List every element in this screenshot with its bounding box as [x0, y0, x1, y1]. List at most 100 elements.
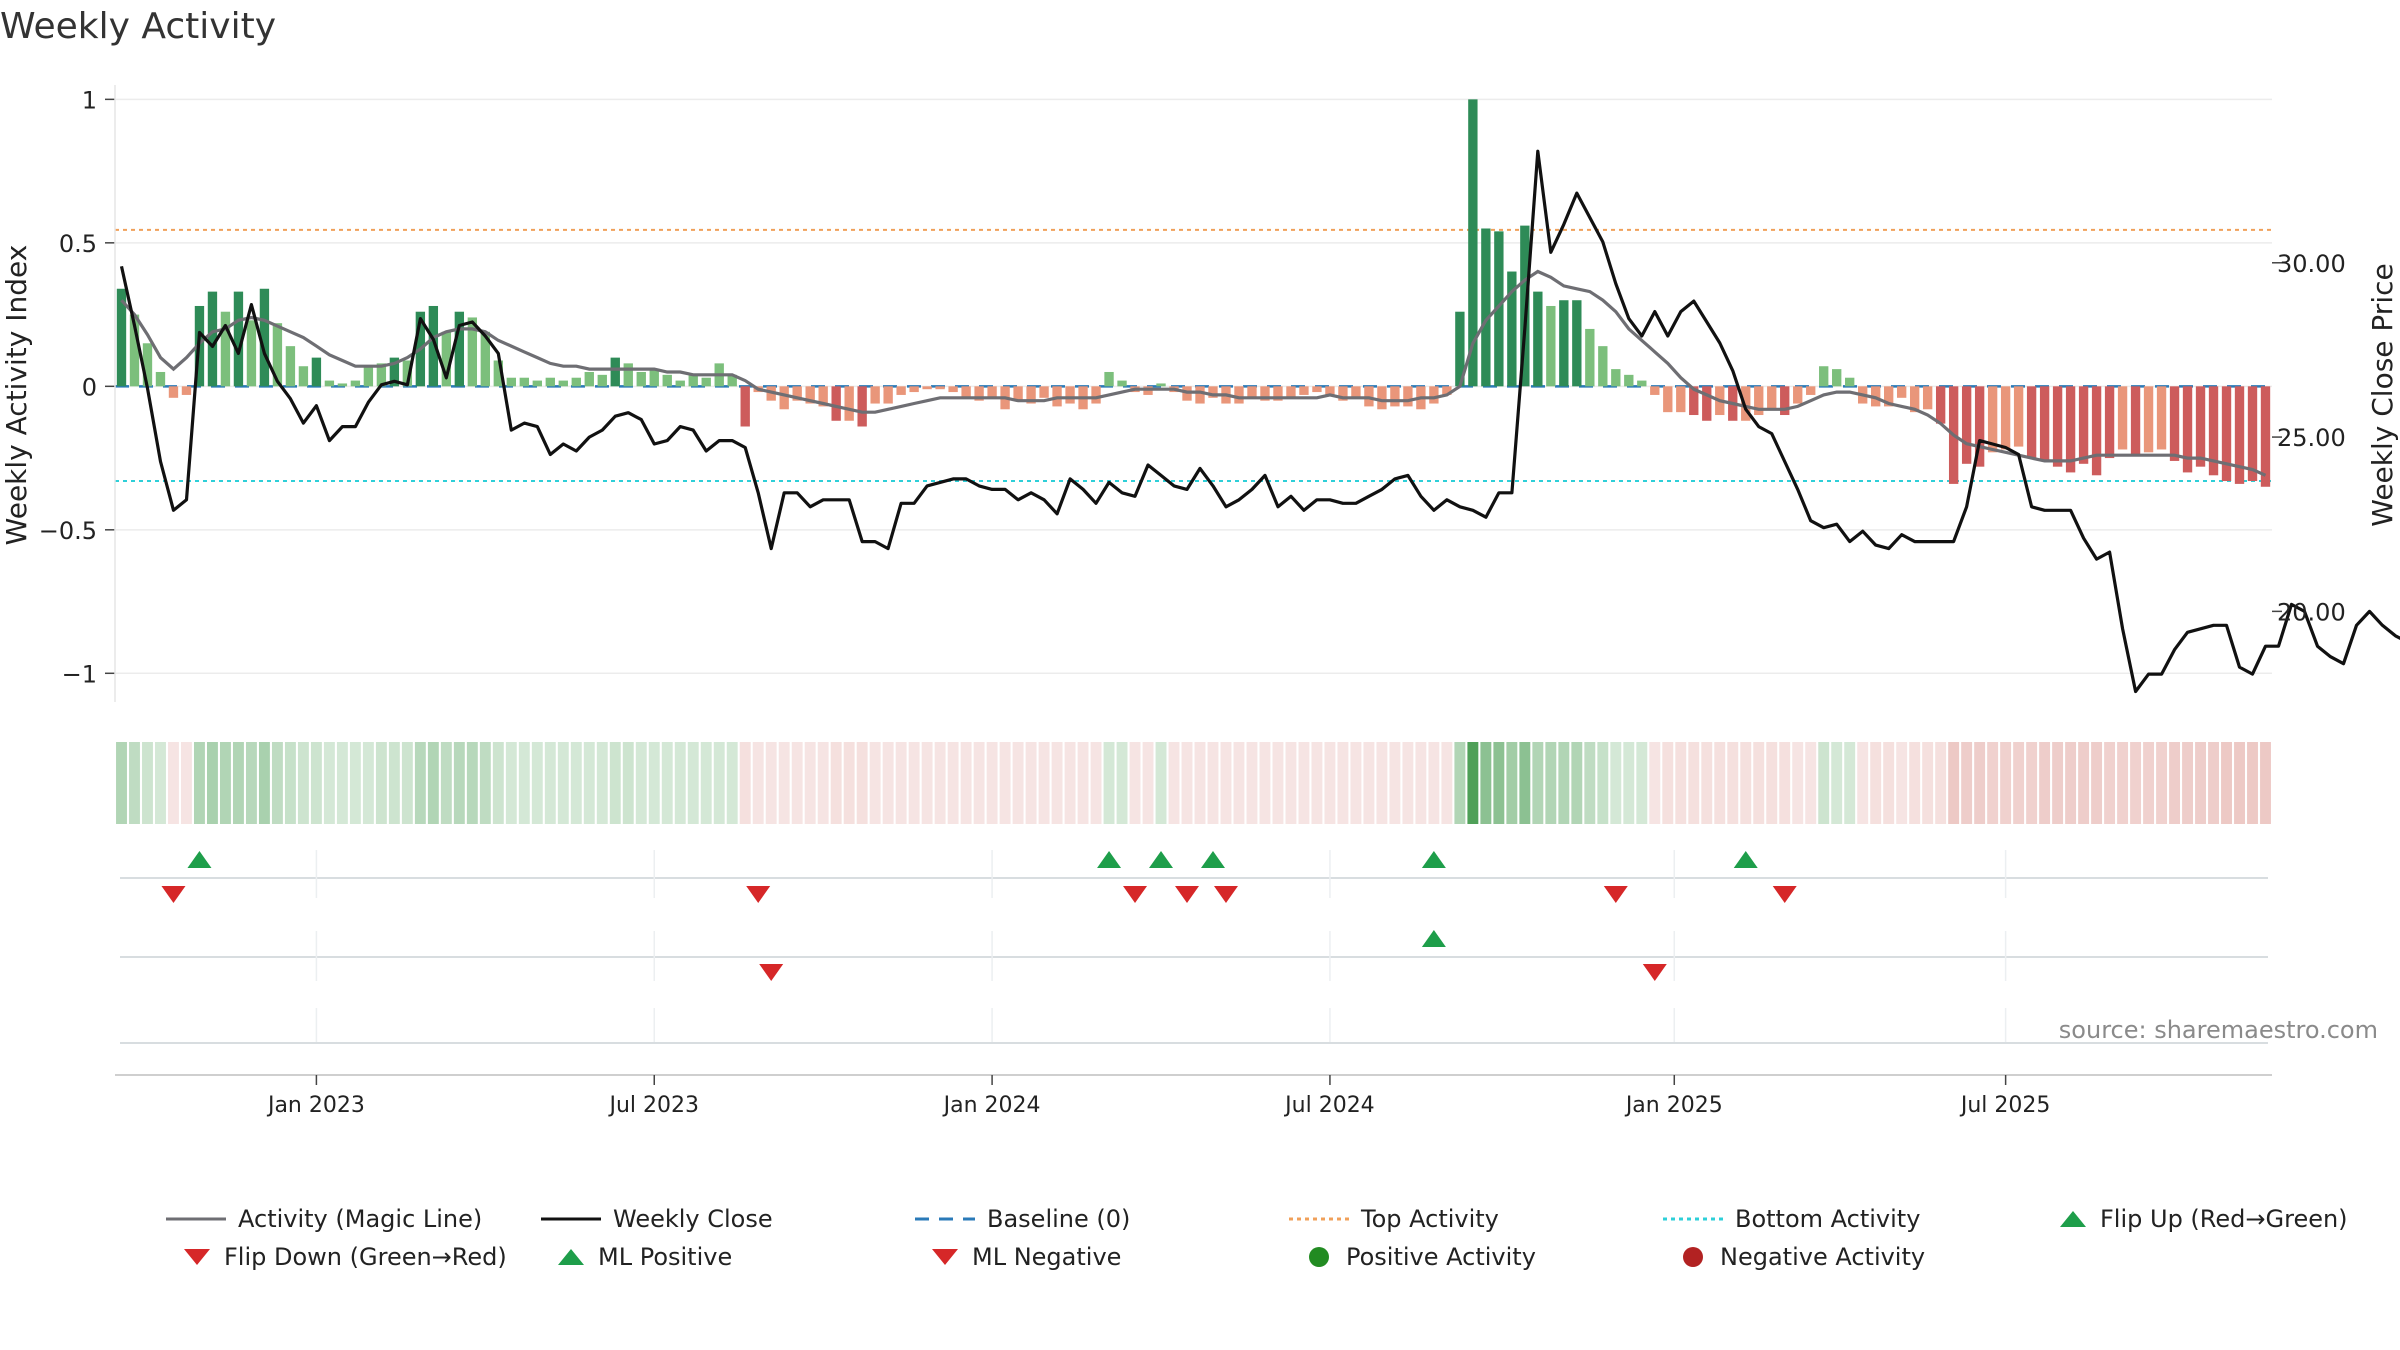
legend-baseline: Baseline (0): [915, 1205, 1130, 1233]
y-tick-label: 1: [82, 86, 97, 114]
heat-cell: [1324, 742, 1336, 824]
activity-bar: [467, 317, 478, 387]
heat-cell: [921, 742, 933, 824]
heat-cell: [583, 742, 595, 824]
heat-cell: [453, 742, 465, 824]
heat-cell: [1766, 742, 1778, 824]
page-title: Weekly Activity: [0, 6, 277, 47]
activity-bar: [2039, 386, 2050, 461]
heat-cell: [2130, 742, 2142, 824]
heat-cell: [2104, 742, 2116, 824]
heat-cell: [557, 742, 569, 824]
activity-bar: [1299, 386, 1309, 395]
activity-bar: [2221, 386, 2232, 482]
heat-cell: [1415, 742, 1427, 824]
activity-bar: [2013, 386, 2024, 447]
activity-bar: [2117, 386, 2128, 450]
heat-cell: [427, 742, 439, 824]
activity-bar: [987, 386, 997, 398]
heat-cell: [1597, 742, 1609, 824]
dotted-line-swatch-icon: [1663, 1217, 1723, 1221]
activity-bar: [857, 386, 867, 427]
heat-cell: [856, 742, 868, 824]
heat-cell: [142, 742, 153, 824]
legend-label: Flip Down (Green→Red): [224, 1243, 507, 1271]
activity-bar: [1377, 386, 1387, 410]
legend-label: Flip Up (Red→Green): [2100, 1205, 2348, 1233]
legend: Activity (Magic Line) Weekly Close Basel…: [160, 1205, 2390, 1281]
heat-cell: [297, 742, 309, 824]
legend-label: Weekly Close: [613, 1205, 773, 1233]
legend-weekly-close: Weekly Close: [541, 1205, 773, 1233]
activity-bar: [883, 386, 893, 404]
heat-cell: [1740, 742, 1752, 824]
x-tick-label: Jan 2024: [942, 1093, 1041, 1118]
heat-cell: [2208, 742, 2219, 824]
activity-bar: [129, 314, 140, 387]
activity-bar: [909, 386, 919, 393]
dotted-line-swatch-icon: [1289, 1217, 1349, 1221]
activity-bar: [311, 357, 322, 387]
heat-cell: [1883, 742, 1895, 824]
heat-cell: [1753, 742, 1765, 824]
axes: 1 0.5 0 −0.5 −1 30.00 25.00 20.00: [39, 85, 2346, 702]
source-credit: source: sharemaestro.com: [2059, 1016, 2378, 1044]
activity-bar: [1793, 386, 1803, 404]
activity-bar: [1520, 225, 1530, 387]
heat-cell: [2078, 742, 2090, 824]
heat-cell: [739, 742, 751, 824]
activity-bar: [350, 380, 361, 387]
activity-bar: [2260, 386, 2271, 487]
activity-bar: [961, 386, 971, 398]
heat-cell: [401, 742, 413, 824]
activity-bar: [233, 291, 244, 387]
activity-bar: [1390, 386, 1400, 407]
activity-bar: [2026, 386, 2037, 459]
activity-bar: [1741, 386, 1751, 421]
activity-bar: [272, 323, 283, 387]
flip-down-marker: [1603, 886, 1628, 903]
activity-bar: [1234, 386, 1244, 404]
activity-bar: [1806, 386, 1816, 395]
heat-cell: [323, 742, 335, 824]
heat-cell: [622, 742, 634, 824]
heat-cell: [1636, 742, 1648, 824]
heat-cell: [245, 742, 257, 824]
activity-bar: [1156, 383, 1166, 387]
x-tick-label: Jul 2024: [1283, 1093, 1375, 1118]
heat-cell: [1259, 742, 1271, 824]
heat-cell: [648, 742, 660, 824]
activity-bar: [1819, 366, 1829, 387]
heat-cell: [960, 742, 972, 824]
heat-cell: [882, 742, 894, 824]
triangle-down-icon: [932, 1249, 958, 1265]
ml-positive-marker: [1421, 930, 1446, 947]
activity-bar: [1260, 386, 1270, 401]
heat-cell: [1805, 742, 1817, 824]
activity-bar: [1338, 386, 1348, 401]
heat-cell: [232, 742, 244, 824]
heat-cell: [2247, 742, 2258, 824]
activity-bar: [1767, 386, 1777, 410]
heat-cell: [1155, 742, 1167, 824]
flip-up-marker: [1097, 851, 1122, 868]
activity-bar: [1676, 386, 1686, 413]
activity-bar: [896, 386, 906, 395]
heat-cell: [181, 742, 192, 824]
activity-bar: [1091, 386, 1101, 404]
heat-cell: [544, 742, 556, 824]
heat-cell: [908, 742, 920, 824]
activity-bar: [441, 331, 452, 387]
heat-cell: [2117, 742, 2129, 824]
activity-bar: [1598, 346, 1608, 387]
y-tick-label: −1: [62, 660, 97, 688]
heat-cell: [1207, 742, 1219, 824]
heat-cell: [674, 742, 686, 824]
flip-down-marker: [1772, 886, 1797, 903]
activity-bar: [1780, 386, 1790, 416]
activity-bar: [1065, 386, 1075, 404]
activity-bar: [168, 386, 179, 398]
heat-cell: [206, 742, 218, 824]
heat-cell: [843, 742, 855, 824]
heat-cell: [1090, 742, 1102, 824]
